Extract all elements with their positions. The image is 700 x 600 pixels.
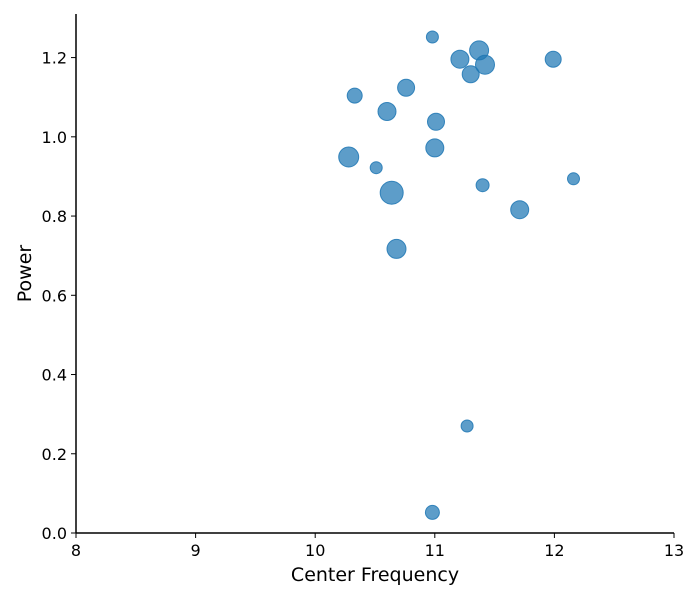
y-tick-label: 0.0 bbox=[42, 524, 67, 543]
data-point-19 bbox=[460, 419, 474, 433]
data-point-18 bbox=[386, 238, 407, 259]
data-point-17 bbox=[510, 200, 530, 220]
data-point-8 bbox=[346, 87, 363, 104]
data-point-14 bbox=[567, 172, 580, 186]
points-layer bbox=[338, 30, 580, 520]
data-point-7 bbox=[397, 78, 416, 97]
y-tick-label: 1.0 bbox=[42, 128, 67, 147]
x-tick-label: 11 bbox=[425, 541, 445, 560]
x-ticks: 8 9 10 11 12 13 bbox=[71, 533, 684, 560]
data-point-12 bbox=[338, 146, 360, 168]
data-point-9 bbox=[377, 102, 397, 121]
data-point-15 bbox=[475, 178, 490, 193]
y-tick-label: 1.2 bbox=[42, 49, 67, 68]
data-point-4 bbox=[544, 50, 562, 68]
data-point-10 bbox=[427, 112, 445, 131]
axes-layer bbox=[75, 14, 674, 534]
x-tick-label: 10 bbox=[305, 541, 325, 560]
data-point-11 bbox=[425, 138, 445, 158]
data-point-3 bbox=[450, 49, 470, 69]
y-tick-label: 0.6 bbox=[42, 286, 67, 305]
y-tick-label: 0.4 bbox=[42, 366, 67, 385]
x-tick-label: 8 bbox=[71, 541, 81, 560]
x-tick-label: 9 bbox=[191, 541, 201, 560]
x-axis-label: Center Frequency bbox=[291, 564, 459, 586]
data-point-13 bbox=[369, 161, 383, 175]
data-point-20 bbox=[424, 504, 440, 520]
x-tick-label: 13 bbox=[664, 541, 684, 560]
data-point-16 bbox=[379, 180, 404, 205]
y-ticks: 0.0 0.2 0.4 0.6 0.8 1.0 1.2 bbox=[42, 49, 76, 543]
y-tick-label: 0.8 bbox=[42, 207, 67, 226]
x-tick-label: 12 bbox=[544, 541, 564, 560]
y-axis-label: Power bbox=[14, 245, 36, 303]
y-tick-label: 0.2 bbox=[42, 445, 67, 464]
data-point-1 bbox=[425, 30, 439, 44]
data-point-5 bbox=[475, 54, 495, 75]
data-point-6 bbox=[461, 65, 480, 84]
